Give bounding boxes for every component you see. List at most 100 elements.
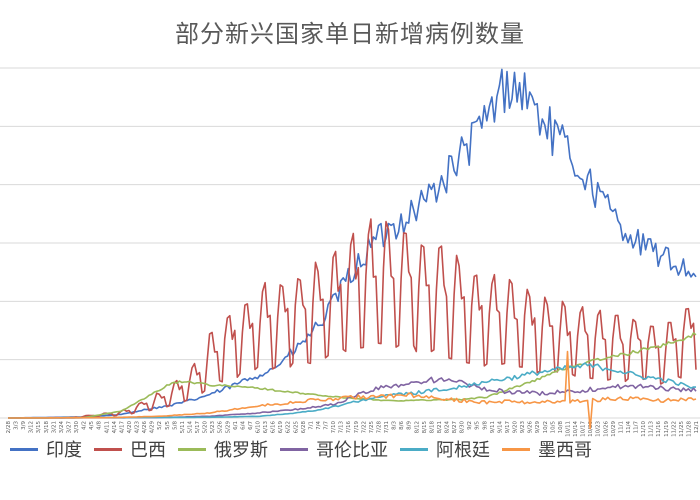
x-tick-label: 10/20 [588, 421, 594, 437]
x-tick-label: 6/1 [233, 421, 239, 430]
x-tick-label: 5/11 [180, 421, 186, 433]
legend-swatch [94, 447, 122, 451]
x-tick-label: 5/23 [210, 421, 216, 434]
x-tick-label: 4/20 [127, 421, 133, 434]
legend-swatch [10, 447, 38, 451]
x-tick-label: 3/12 [29, 421, 35, 433]
series-line-2 [8, 332, 697, 419]
legend-item: 印度 [10, 436, 82, 462]
x-tick-label: 5/14 [187, 421, 193, 434]
x-tick-label: 3/21 [51, 421, 57, 433]
chart-title: 部分新兴国家单日新增病例数量 [175, 20, 525, 48]
x-tick-label: 9/11 [490, 421, 496, 433]
x-tick-label: 11/10 [641, 421, 647, 437]
x-tick-label: 6/25 [293, 421, 299, 434]
legend-label: 印度 [46, 440, 82, 461]
legend-swatch [502, 447, 530, 451]
x-tick-label: 10/5 [550, 421, 556, 434]
legend-swatch [400, 447, 428, 451]
x-tick-label: 9/29 [535, 421, 541, 434]
x-tick-label: 7/4 [316, 421, 322, 430]
x-tick-label: 7/25 [369, 421, 375, 434]
x-tick-label: 4/2 [82, 421, 88, 430]
legend-label: 哥伦比亚 [316, 440, 388, 461]
x-tick-label: 4/23 [135, 421, 141, 434]
x-tick-label: 11/25 [679, 421, 685, 437]
x-tick-label: 4/29 [150, 421, 156, 434]
x-tick-label: 11/22 [671, 421, 677, 437]
x-tick-label: 7/31 [384, 421, 390, 433]
series-line-5 [8, 350, 697, 430]
x-tick-label: 7/16 [346, 421, 352, 434]
x-tick-label: 4/14 [112, 421, 118, 434]
x-tick-label: 6/19 [278, 421, 284, 434]
x-tick-label: 3/9 [21, 421, 27, 430]
x-tick-label: 11/1 [618, 421, 624, 433]
x-tick-label: 11/4 [626, 421, 632, 434]
x-tick-label: 10/2 [543, 421, 549, 433]
x-tick-label: 10/23 [596, 421, 602, 437]
x-tick-label: 8/27 [452, 421, 458, 434]
x-tick-label: 9/14 [497, 421, 503, 434]
x-tick-label: 9/8 [482, 421, 488, 430]
x-tick-label: 10/8 [558, 421, 564, 434]
x-tick-label: 3/24 [59, 421, 65, 434]
x-tick-label: 10/14 [573, 421, 579, 437]
x-tick-label: 8/3 [392, 421, 398, 430]
x-tick-label: 5/20 [203, 421, 209, 434]
x-tick-label: 6/4 [240, 421, 246, 430]
x-tick-label: 6/13 [263, 421, 269, 434]
x-tick-label: 6/22 [286, 421, 292, 433]
x-tick-label: 4/26 [142, 421, 148, 434]
x-tick-label: 7/13 [339, 421, 345, 434]
x-tick-label: 6/28 [301, 421, 307, 434]
x-tick-label: 7/22 [361, 421, 367, 433]
x-tick-label: 2/28 [6, 421, 12, 434]
x-tick-label: 8/6 [399, 421, 405, 430]
x-tick-label: 4/5 [89, 421, 95, 430]
x-tick-label: 6/10 [255, 421, 261, 434]
x-tick-label: 3/15 [36, 421, 42, 434]
x-tick-label: 8/24 [445, 421, 451, 434]
legend-item: 墨西哥 [502, 436, 592, 462]
x-tick-label: 5/8 [172, 421, 178, 430]
x-tick-label: 7/7 [324, 421, 330, 430]
x-tick-label: 7/1 [308, 421, 314, 430]
x-tick-label: 9/17 [505, 421, 511, 434]
x-tick-label: 5/5 [165, 421, 171, 430]
x-tick-label: 11/28 [686, 421, 692, 437]
x-tick-label: 4/17 [119, 421, 125, 434]
x-tick-label: 3/18 [44, 421, 50, 434]
x-tick-label: 11/19 [664, 421, 670, 437]
legend-item: 阿根廷 [400, 436, 490, 462]
x-tick-label: 9/23 [520, 421, 526, 434]
legend-item: 俄罗斯 [178, 436, 268, 462]
x-tick-label: 8/21 [437, 421, 443, 433]
legend-swatch [280, 447, 308, 451]
x-tick-label: 12/1 [694, 421, 700, 433]
x-tick-label: 7/19 [354, 421, 360, 434]
x-tick-label: 5/29 [225, 421, 231, 434]
x-tick-label: 10/29 [611, 421, 617, 437]
x-tick-label: 6/16 [271, 421, 277, 434]
x-tick-label: 5/26 [218, 421, 224, 434]
x-tick-label: 5/2 [157, 421, 163, 430]
legend-swatch [178, 447, 206, 451]
x-tick-label: 8/30 [460, 421, 466, 434]
chart-legend: 印度 巴西 俄罗斯 哥伦比亚 阿根廷 墨西哥 [0, 434, 700, 464]
x-tick-label: 8/18 [429, 421, 435, 434]
legend-label: 阿根廷 [436, 440, 490, 461]
x-tick-label: 8/12 [414, 421, 420, 433]
x-tick-label: 7/28 [376, 421, 382, 434]
x-tick-label: 3/3 [14, 421, 20, 430]
x-tick-label: 9/26 [528, 421, 534, 434]
x-tick-label: 8/9 [407, 421, 413, 430]
legend-item: 巴西 [94, 436, 166, 462]
x-tick-label: 10/26 [603, 421, 609, 437]
x-tick-label: 9/5 [475, 421, 481, 430]
x-tick-label: 3/30 [74, 421, 80, 434]
legend-label: 俄罗斯 [214, 440, 268, 461]
legend-label: 墨西哥 [538, 440, 592, 461]
